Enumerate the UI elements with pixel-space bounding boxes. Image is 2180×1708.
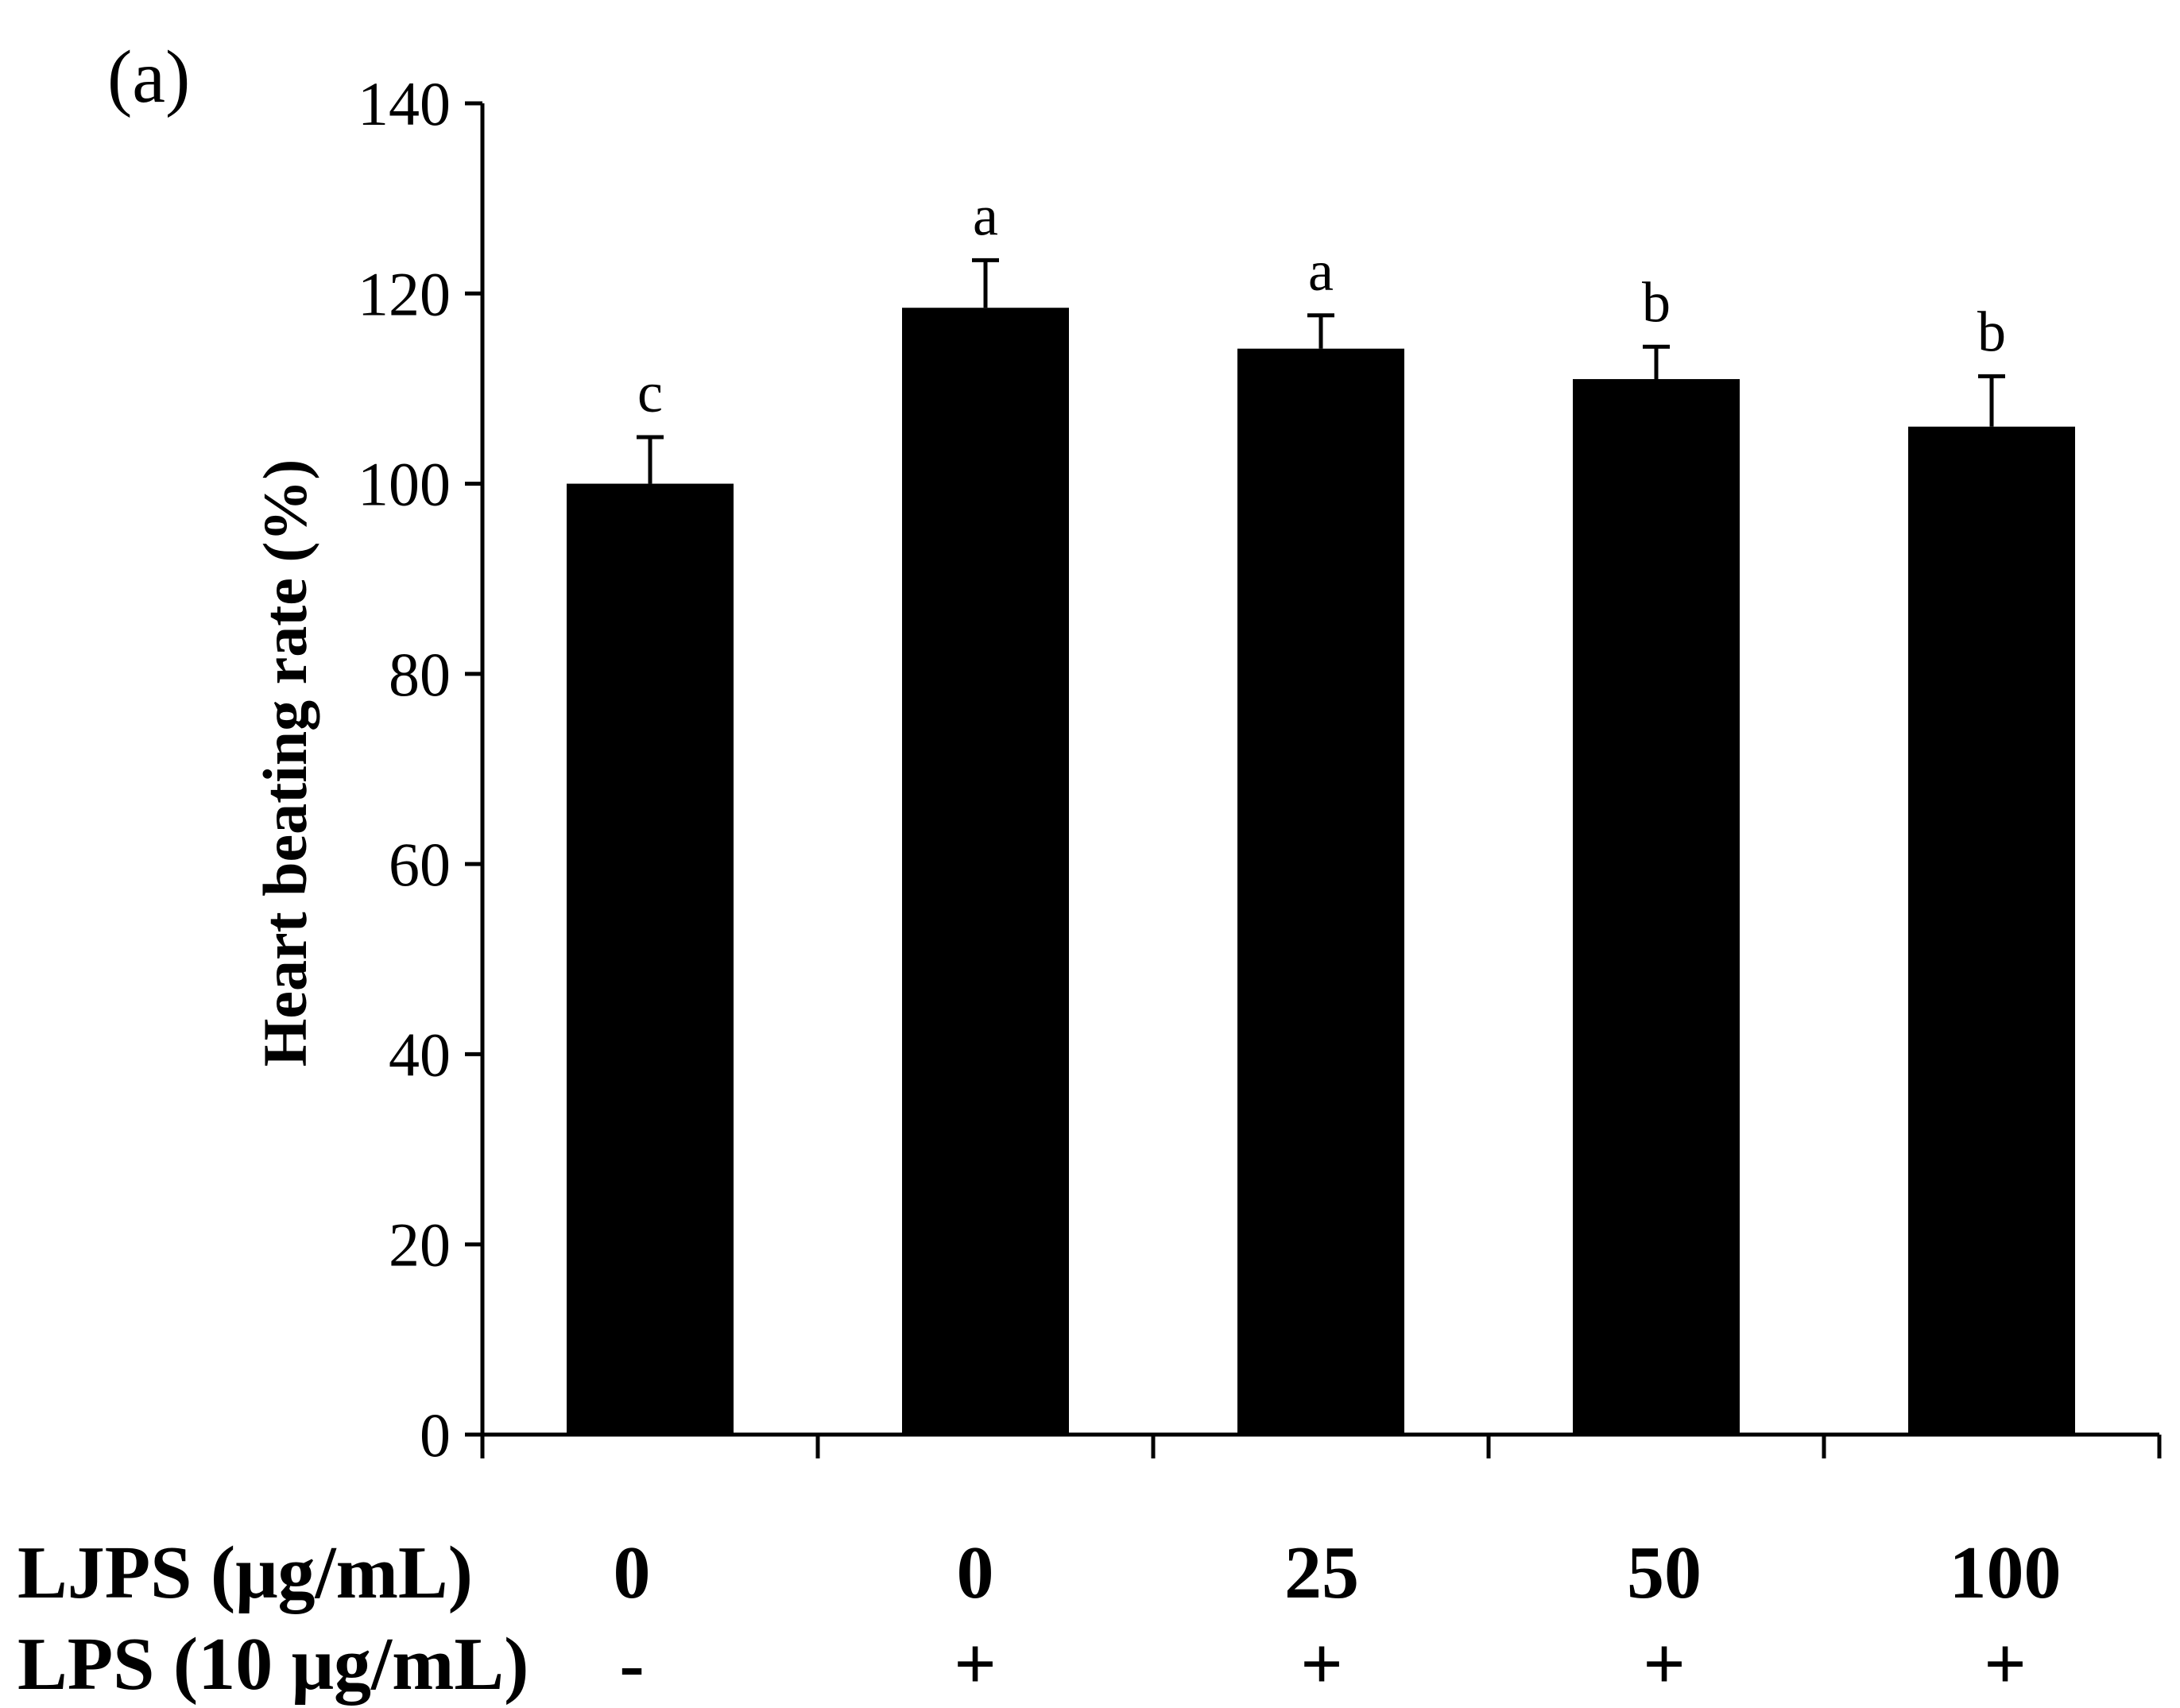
- significance-letter: b: [1642, 270, 1671, 334]
- significance-letter: a: [1308, 239, 1334, 303]
- significance-letters: c a a b b: [637, 184, 2006, 424]
- significance-letter: a: [973, 184, 998, 247]
- treatment-value: +: [1643, 1623, 1686, 1706]
- panel-label: (a): [107, 36, 190, 118]
- bar: [1908, 426, 2075, 1435]
- error-bars: [637, 258, 2005, 484]
- y-tick-label: 60: [389, 830, 451, 899]
- treatment-value: 50: [1627, 1532, 1702, 1614]
- treatment-value: +: [1984, 1623, 2027, 1706]
- bar: [1237, 348, 1404, 1435]
- treatment-table: LJPS (μg/mL) 0 0 25 50 100 LPS (10 μg/mL) - + + + +: [17, 1532, 2062, 1706]
- bar: [1573, 378, 1740, 1435]
- bar: [567, 483, 734, 1435]
- y-axis-title: Heart beating rate (%): [250, 459, 319, 1067]
- bar: [902, 308, 1069, 1435]
- y-tick-label: 120: [358, 259, 451, 328]
- treatment-value: 100: [1950, 1532, 2062, 1614]
- treatment-row-label: LJPS (μg/mL): [17, 1532, 473, 1614]
- treatment-value: 25: [1284, 1532, 1359, 1614]
- y-tick-label: 40: [389, 1020, 451, 1089]
- treatment-value: -: [619, 1623, 644, 1706]
- y-tick-label: 100: [358, 450, 451, 519]
- significance-letter: b: [1977, 300, 2006, 363]
- treatment-value: 0: [957, 1532, 994, 1614]
- y-axis-ticks: 0 20 40 60 80 100 120 140: [358, 69, 482, 1470]
- x-axis-ticks: [480, 1435, 2162, 1458]
- treatment-value: 0: [614, 1532, 651, 1614]
- y-tick-label: 80: [389, 640, 451, 709]
- bars: [567, 308, 2075, 1435]
- y-tick-label: 140: [358, 69, 451, 138]
- significance-letter: c: [637, 361, 663, 424]
- treatment-value: +: [1300, 1623, 1343, 1706]
- y-tick-label: 0: [420, 1400, 451, 1470]
- treatment-row-label: LPS (10 μg/mL): [17, 1623, 529, 1706]
- treatment-value: +: [954, 1623, 997, 1706]
- y-tick-label: 20: [389, 1210, 451, 1280]
